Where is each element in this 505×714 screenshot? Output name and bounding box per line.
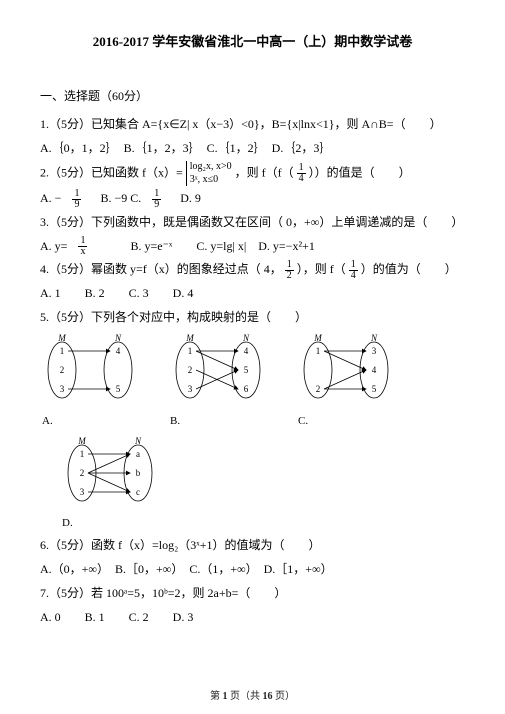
option-label-d: D. (62, 513, 73, 534)
piecewise-icon: log₂x, x>0 3ˣ, x≤0 (186, 161, 232, 186)
svg-text:M: M (57, 333, 66, 343)
section-heading: 一、选择题（60分） (40, 85, 465, 108)
page-footer: 第 1 页（共 16 页） (0, 687, 505, 702)
svg-text:3: 3 (372, 346, 377, 356)
question-1-options: A.｛0，1，2｝ B.｛1，2，3｝ C.｛1，2｝ D.｛2，3｝ (40, 137, 465, 160)
q2-stem-a: 2.（5分）已知函数 f（x）= (40, 165, 183, 179)
question-4: 4.（5分）幂函数 y=f（x）的图象经过点（ 4， 1 2 ），则 f（ 1 … (40, 258, 465, 281)
mapping-diagram-d: M N 1 2 3 abc (60, 436, 160, 512)
question-6: 6.（5分）函数 f（x）=log₂（3ˣ+1）的值域为（ ） (40, 534, 465, 557)
fraction-icon: 1 2 (285, 260, 294, 281)
mapping-diagram-a: M N 1 2 3 4 5 (40, 333, 140, 409)
svg-text:M: M (77, 436, 86, 446)
question-3-options: A. y= 1 x B. y=e⁻ˣ C. y=lg| x| D. y=−x²+… (40, 235, 465, 258)
svg-text:4: 4 (244, 346, 249, 356)
question-6-options: A.（0，+∞） B.［0，+∞） C.（1，+∞） D.［1，+∞） (40, 558, 465, 581)
svg-text:2: 2 (188, 365, 193, 375)
svg-text:c: c (136, 487, 140, 497)
mapping-diagrams-row1: M N 1 2 3 4 5 A. M N 1 2 3 4 5 6 B. M N 1 2 3 4 5 C. (40, 333, 465, 432)
svg-text:4: 4 (372, 365, 377, 375)
question-3: 3.（5分）下列函数中，既是偶函数又在区间（ 0，+∞）上单调递减的是（ ） (40, 211, 465, 234)
question-7-options: A. 0 B. 1 C. 2 D. 3 (40, 606, 465, 629)
question-4-options: A. 1 B. 2 C. 3 D. 4 (40, 282, 465, 305)
svg-text:5: 5 (244, 365, 249, 375)
q2-case-bot: 3ˣ, x≤0 (190, 174, 232, 187)
svg-text:M: M (185, 333, 194, 343)
svg-text:3: 3 (80, 487, 85, 497)
fraction-icon: 1 x (78, 236, 95, 257)
svg-text:1: 1 (80, 449, 85, 459)
q2-stem-b: ，则 f（f（ (235, 165, 294, 179)
svg-text:N: N (370, 333, 378, 343)
svg-text:N: N (242, 333, 250, 343)
svg-text:2: 2 (80, 468, 85, 478)
option-label-a: A. (42, 411, 53, 432)
mapping-diagram-b: M N 1 2 3 4 5 6 (168, 333, 268, 409)
fraction-icon: 1 9 (72, 189, 89, 210)
fraction-icon: 1 4 (349, 260, 358, 281)
mapping-diagram-c: M N 1 2 3 4 5 (296, 333, 396, 409)
question-2-options: A. − 1 9 B. −9 C. 1 9 D. 9 (40, 187, 465, 210)
svg-text:6: 6 (244, 384, 249, 394)
svg-text:2: 2 (60, 365, 65, 375)
q2-case-top: log₂x, x>0 (190, 161, 232, 174)
question-1: 1.（5分）已知集合 A={x∈Z| x（x−3）<0}，B={x|lnx<1}… (40, 113, 465, 136)
svg-text:3: 3 (188, 384, 193, 394)
svg-text:5: 5 (372, 384, 377, 394)
option-label-b: B. (170, 411, 180, 432)
question-7: 7.（5分）若 100ᵃ=5，10ᵇ=2，则 2a+b=（ ） (40, 582, 465, 605)
svg-text:N: N (134, 436, 142, 446)
option-label-c: C. (298, 411, 308, 432)
fraction-icon: 1 4 (297, 163, 306, 184)
question-5: 5.（5分）下列各个对应中，构成映射的是（ ） (40, 306, 465, 329)
q2-stem-c: ））的值是（ ） (309, 165, 411, 179)
exam-title: 2016-2017 学年安徽省淮北一中高一（上）期中数学试卷 (40, 30, 465, 55)
svg-text:N: N (114, 333, 122, 343)
svg-text:a: a (136, 449, 140, 459)
svg-text:1: 1 (188, 346, 193, 356)
svg-text:1: 1 (316, 346, 321, 356)
svg-text:5: 5 (116, 384, 121, 394)
svg-text:1: 1 (60, 346, 65, 356)
svg-text:b: b (136, 468, 141, 478)
svg-text:4: 4 (116, 346, 121, 356)
svg-text:2: 2 (316, 384, 321, 394)
svg-text:3: 3 (60, 384, 65, 394)
fraction-icon: 1 9 (152, 189, 169, 210)
mapping-diagrams-row2: M N 1 2 3 abc D. (40, 436, 465, 535)
svg-text:M: M (313, 333, 322, 343)
question-2: 2.（5分）已知函数 f（x）= log₂x, x>0 3ˣ, x≤0 ，则 f… (40, 161, 465, 186)
